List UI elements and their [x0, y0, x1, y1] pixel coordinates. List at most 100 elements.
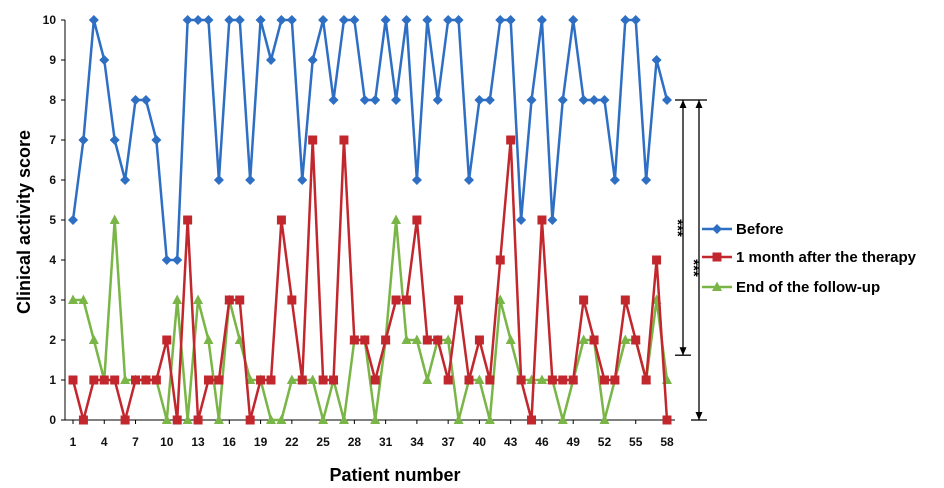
data-point [89, 375, 99, 385]
x-tick-label: 28 [348, 435, 362, 449]
data-point [568, 375, 578, 385]
data-point [109, 214, 120, 224]
data-point [631, 335, 641, 345]
bracket-arrow [695, 100, 703, 108]
data-point [110, 375, 120, 385]
data-point [422, 374, 433, 384]
x-tick-label: 34 [410, 435, 424, 449]
data-point [401, 334, 412, 344]
y-tick-label: 0 [49, 413, 56, 427]
data-point [380, 15, 391, 25]
data-point [318, 414, 329, 424]
data-point [151, 135, 162, 145]
data-point [454, 295, 464, 305]
data-point [172, 255, 183, 265]
data-point [318, 375, 328, 385]
data-point [224, 15, 235, 25]
data-point [474, 374, 485, 384]
data-point [193, 415, 203, 425]
data-point [536, 15, 547, 25]
data-point [78, 294, 89, 304]
data-point [99, 375, 109, 385]
x-tick-label: 13 [191, 435, 205, 449]
data-point [391, 214, 402, 224]
x-tick-label: 16 [223, 435, 237, 449]
data-point [88, 15, 99, 25]
y-axis-title: Clinical activity score [14, 130, 34, 314]
data-point [245, 175, 256, 185]
data-point [411, 334, 422, 344]
data-point [266, 55, 276, 65]
data-point [329, 375, 339, 385]
data-point [516, 215, 527, 225]
x-tick-label: 10 [160, 435, 174, 449]
bracket-before-vs-1month [675, 99, 691, 356]
data-point [589, 95, 600, 105]
data-point [151, 375, 161, 385]
x-tick-labels: 1 4 7 10 13 16 19 22 25 28 31 34 37 40 43 46 49 52 55 58 [70, 420, 674, 449]
data-point [474, 95, 485, 105]
data-point [78, 415, 88, 425]
legend-marker [712, 252, 722, 262]
data-point [297, 175, 308, 185]
data-point [578, 334, 589, 344]
series-line [71, 18, 669, 262]
data-point [610, 375, 620, 385]
x-tick-label: 4 [101, 435, 108, 449]
x-tick-label: 22 [285, 435, 299, 449]
data-point [172, 294, 183, 304]
y-tick-label: 5 [49, 213, 56, 227]
data-point [183, 215, 193, 225]
data-point [558, 375, 568, 385]
data-point [120, 415, 130, 425]
data-point [485, 375, 495, 385]
data-point [391, 95, 402, 105]
data-point [213, 414, 224, 424]
data-point [432, 95, 443, 105]
data-point [213, 175, 224, 185]
x-tick-label: 7 [132, 435, 139, 449]
data-point [307, 374, 318, 384]
data-point [599, 414, 610, 424]
data-point [328, 95, 339, 105]
x-tick-label: 31 [379, 435, 393, 449]
data-point [443, 15, 454, 25]
data-point [297, 375, 307, 385]
data-point [589, 335, 599, 345]
data-point [506, 135, 516, 145]
data-point [161, 255, 172, 265]
data-point [287, 295, 297, 305]
data-point [88, 334, 99, 344]
data-point [203, 15, 214, 25]
data-point [338, 15, 349, 25]
data-point [484, 414, 495, 424]
data-point [505, 15, 516, 25]
data-point [182, 15, 193, 25]
data-point [433, 335, 443, 345]
data-point [214, 375, 224, 385]
data-point [286, 374, 297, 384]
data-point [464, 375, 474, 385]
y-tick-label: 4 [49, 253, 56, 267]
series-layer [68, 15, 672, 425]
data-point [411, 175, 422, 185]
series-before [68, 15, 672, 265]
data-point [255, 15, 266, 25]
data-point [536, 374, 547, 384]
bracket-arrow [679, 100, 687, 108]
data-point [443, 375, 453, 385]
data-point [120, 374, 131, 384]
data-point [109, 135, 120, 145]
legend-label: Before [736, 221, 784, 238]
data-point [381, 335, 391, 345]
data-point [547, 375, 557, 385]
data-point [266, 414, 276, 424]
data-point [276, 15, 287, 25]
data-point [120, 175, 131, 185]
data-point [172, 415, 182, 425]
data-point [318, 15, 329, 25]
data-point [308, 135, 318, 145]
data-point [68, 375, 78, 385]
data-point [235, 295, 245, 305]
y-tick-label: 6 [49, 173, 56, 187]
